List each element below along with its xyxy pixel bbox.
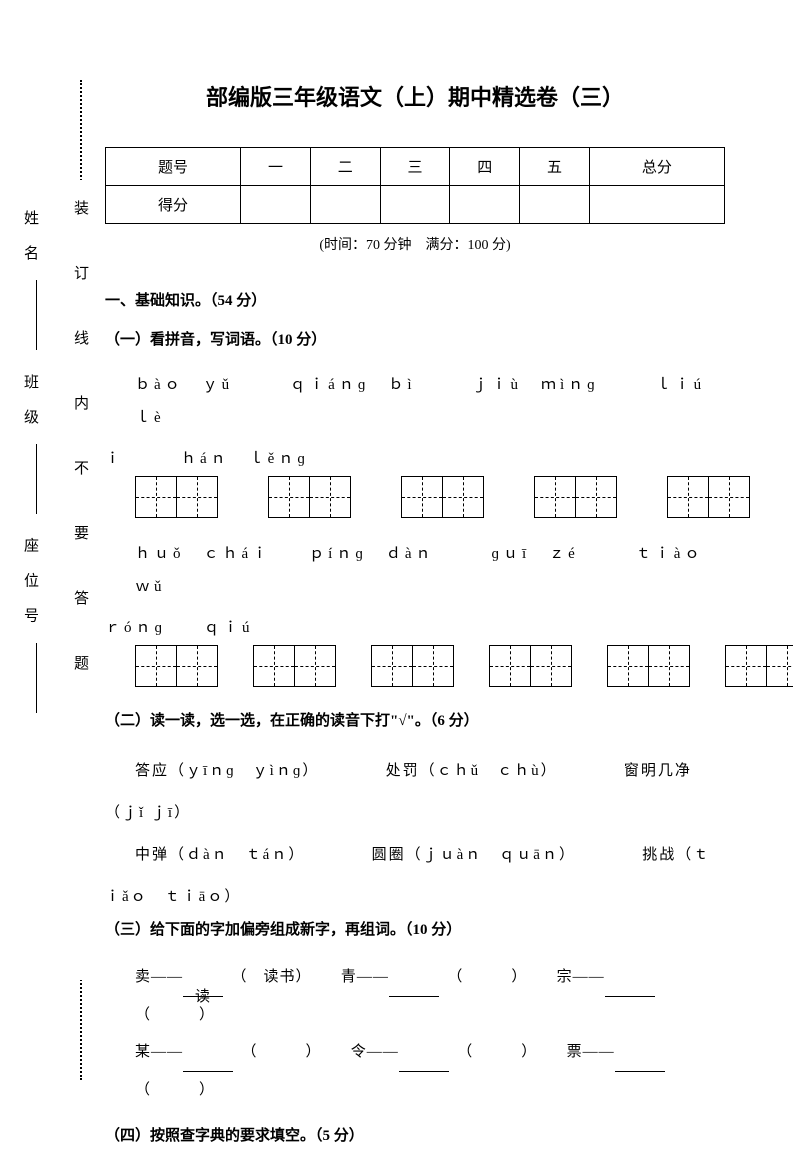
table-row: 题号 一 二 三 四 五 总分: [106, 148, 725, 186]
header-cell: 二: [310, 148, 380, 186]
q3-char: 令——: [351, 1044, 399, 1060]
q2-item: 中弹（ｄàｎ ｔáｎ）: [135, 847, 298, 863]
char-box-group[interactable]: [268, 476, 351, 518]
q3-row-1: 卖——读 （ 读书） 青—— （ ） 宗—— （ ）: [105, 959, 725, 1034]
exam-title: 部编版三年级语文（上）期中精选卷（三）: [105, 80, 725, 112]
pinyin-text: ｈｕǒ ｃｈáｉ ｐíｎɡ ｄàｎ ɡｕī ｚé ｔｉàｏ ｗǔ: [135, 546, 722, 595]
class-label: 班级: [22, 374, 38, 444]
char-box-group[interactable]: [401, 476, 484, 518]
answer-blank[interactable]: [399, 1054, 449, 1072]
q2-row-2: 中弹（ｄàｎ ｔáｎ） 圆圈（ｊｕàｎ ｑｕāｎ） 挑战（ｔ: [105, 834, 725, 876]
header-cell: 四: [450, 148, 520, 186]
pinyin-row-2: ｈｕǒ ｃｈáｉ ｐíｎɡ ｄàｎ ɡｕī ｚé ｔｉàｏ ｗǔ: [105, 538, 725, 604]
char-boxes-row-1: [105, 476, 725, 518]
pinyin-row-1: ｂàｏ ｙǔ ｑｉáｎɡ ｂì ｊｉù ｍìｎɡ ｌｉú ｌè: [105, 369, 725, 435]
q3-char: 宗——: [557, 969, 605, 985]
char-box-group[interactable]: [534, 476, 617, 518]
pinyin-row-2-wrap: ｒóｎɡ ｑｉú: [105, 612, 725, 645]
time-info: (时间：70 分钟 满分：100 分): [105, 234, 725, 254]
char-box-group[interactable]: [135, 476, 218, 518]
score-label-cell: 得分: [106, 186, 241, 224]
char-box-group[interactable]: [371, 645, 454, 687]
score-cell[interactable]: [589, 186, 724, 224]
answer-blank[interactable]: [615, 1054, 665, 1072]
char-boxes-row-2: [105, 645, 725, 687]
subsection-4-heading: （四）按照查字典的要求填空。（5 分）: [105, 1124, 725, 1145]
q3-char: 青——: [341, 969, 389, 985]
char-box-group[interactable]: [135, 645, 218, 687]
q2-item: 窗明几净: [624, 763, 692, 779]
score-cell[interactable]: [241, 186, 311, 224]
char-box-group[interactable]: [667, 476, 750, 518]
pinyin-row-1-wrap: ｉ ｈáｎ ｌěｎɡ: [105, 443, 725, 476]
class-field[interactable]: [23, 444, 37, 514]
char-box-group[interactable]: [489, 645, 572, 687]
seat-field[interactable]: [23, 643, 37, 713]
q3-char: 某——: [135, 1044, 183, 1060]
name-label: 姓名: [22, 210, 38, 280]
q2-wrap-2: ｉǎｏ ｔｉāｏ）: [105, 876, 725, 918]
binding-sidebar: 姓名 班级 座位号 装订线内不要答题: [20, 80, 100, 1080]
name-field[interactable]: [23, 280, 37, 350]
score-cell[interactable]: [450, 186, 520, 224]
q2-item: 处罚（ｃｈǔ ｃｈù）: [386, 763, 551, 779]
q2-item: 答应（ｙīｎɡ ｙìｎɡ）: [135, 763, 312, 779]
subsection-2-heading: （二）读一读，选一选，在正确的读音下打"√"。（6 分）: [105, 709, 725, 730]
header-cell: 总分: [589, 148, 724, 186]
char-box-group[interactable]: [253, 645, 336, 687]
score-table: 题号 一 二 三 四 五 总分 得分: [105, 147, 725, 224]
answer-blank[interactable]: [389, 979, 439, 997]
table-row: 得分: [106, 186, 725, 224]
score-cell[interactable]: [380, 186, 450, 224]
pinyin-text: ｂàｏ ｙǔ ｑｉáｎɡ ｂì ｊｉù ｍìｎɡ ｌｉú ｌè: [135, 377, 724, 426]
q2-row-1: 答应（ｙīｎɡ ｙìｎɡ） 处罚（ｃｈǔ ｃｈù） 窗明几净: [105, 750, 725, 792]
subsection-3-heading: （三）给下面的字加偏旁组成新字，再组词。（10 分）: [105, 918, 725, 939]
q2-wrap-1: （ｊǐ ｊī）: [105, 792, 725, 834]
section-1-heading: 一、基础知识。（54 分）: [105, 289, 725, 310]
seat-label: 座位号: [22, 538, 38, 643]
page-content: 部编版三年级语文（上）期中精选卷（三） 题号 一 二 三 四 五 总分 得分 (…: [105, 0, 725, 1165]
binding-warning: 装订线内不要答题: [70, 180, 91, 980]
score-cell[interactable]: [520, 186, 590, 224]
answer-blank[interactable]: 读: [183, 979, 223, 997]
q3-row-2: 某—— （ ） 令—— （ ） 票—— （ ）: [105, 1034, 725, 1109]
header-cell: 题号: [106, 148, 241, 186]
answer-blank[interactable]: [605, 979, 655, 997]
char-box-group[interactable]: [725, 645, 793, 687]
subsection-1-heading: （一）看拼音，写词语。（10 分）: [105, 328, 725, 349]
score-cell[interactable]: [310, 186, 380, 224]
q3-char: 票——: [567, 1044, 615, 1060]
header-cell: 三: [380, 148, 450, 186]
char-box-group[interactable]: [607, 645, 690, 687]
answer-blank[interactable]: [183, 1054, 233, 1072]
example-word: 读书: [264, 969, 296, 985]
q2-item: 挑战（ｔ: [642, 847, 710, 863]
student-info-fields: 姓名 班级 座位号: [20, 210, 41, 910]
q3-char: 卖——: [135, 969, 183, 985]
q2-item: 圆圈（ｊｕàｎ ｑｕāｎ）: [372, 847, 569, 863]
header-cell: 五: [520, 148, 590, 186]
header-cell: 一: [241, 148, 311, 186]
